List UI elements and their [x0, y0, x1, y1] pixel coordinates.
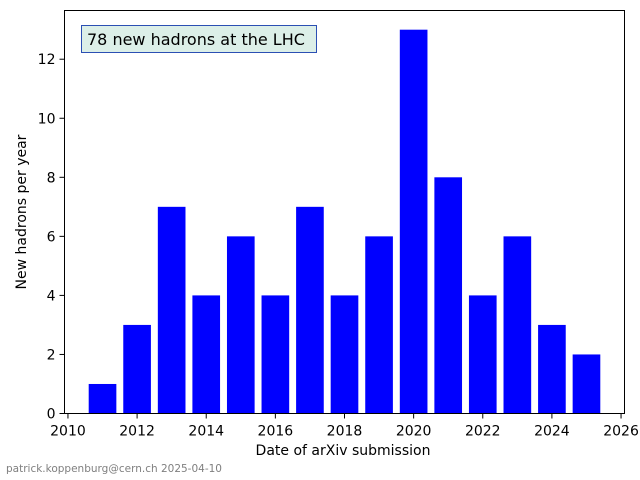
footer-credit: patrick.koppenburg@cern.ch 2025-04-10 — [6, 463, 222, 475]
bar-2021 — [434, 177, 463, 414]
x-tick-label: 2018 — [327, 424, 363, 440]
bar-2011 — [88, 383, 117, 414]
bar-2013 — [157, 206, 186, 414]
bars — [88, 29, 601, 414]
x-tick-label: 2022 — [465, 424, 501, 440]
x-tick-label: 2014 — [188, 424, 224, 440]
bar-2022 — [468, 295, 497, 414]
y-axis-ticks: 0 2 4 6 8 10 12 — [38, 52, 65, 423]
bar-2020 — [399, 29, 428, 414]
annotation-box-frame — [81, 25, 317, 53]
bar-2015 — [226, 236, 255, 414]
bar-2023 — [503, 236, 532, 414]
y-axis-label: New hadrons per year — [14, 134, 30, 289]
x-tick-label: 2016 — [258, 424, 294, 440]
x-tick-label: 2010 — [50, 424, 86, 440]
bar-2014 — [192, 295, 221, 414]
x-tick-label: 2026 — [603, 424, 639, 440]
x-tick-label: 2020 — [396, 424, 432, 440]
y-tick-label: 10 — [38, 111, 56, 127]
y-tick-label: 8 — [47, 170, 56, 186]
y-tick-label: 2 — [47, 347, 56, 363]
bar-2025 — [572, 354, 601, 414]
bar-2024 — [538, 324, 566, 414]
bar-2012 — [123, 324, 151, 414]
annotation-text: 78 new hadrons at the LHC — [87, 30, 305, 49]
bar-2017 — [296, 206, 324, 414]
x-axis-label: Date of arXiv submission — [256, 443, 431, 459]
x-tick-label: 2024 — [534, 424, 570, 440]
y-tick-label: 6 — [47, 229, 56, 245]
bar-2018 — [330, 295, 359, 414]
x-tick-label: 2012 — [119, 424, 155, 440]
y-tick-label: 4 — [47, 288, 56, 304]
y-tick-label: 0 — [47, 407, 56, 423]
annotation-box: 78 new hadrons at the LHC — [81, 25, 317, 53]
bar-2016 — [261, 295, 290, 414]
y-tick-label: 12 — [38, 52, 56, 68]
x-axis-ticks: 2010 2012 2014 2016 2018 2020 2022 2024 2026 — [50, 413, 639, 440]
bar-2019 — [365, 236, 393, 414]
